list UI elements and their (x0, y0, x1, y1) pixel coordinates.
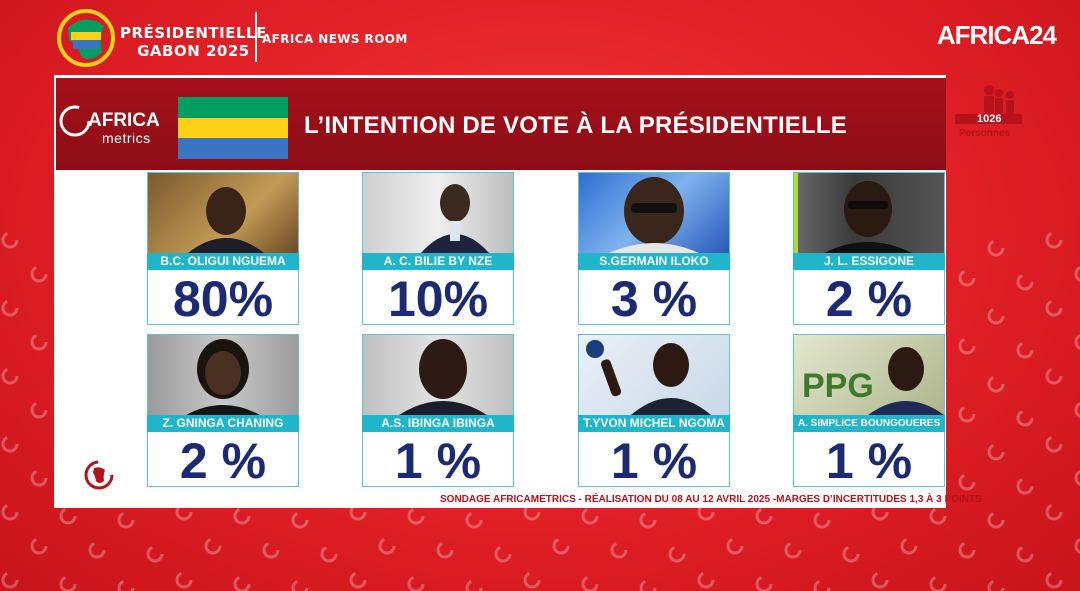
percentage-box (578, 432, 730, 487)
percentage-box (362, 432, 514, 487)
candidate-photo (147, 334, 299, 415)
candidate-name: A. C. BILIE BY NZE (362, 253, 514, 270)
percentage-box (578, 270, 730, 325)
candidate-photo: PPG (793, 334, 945, 415)
candidate-card: J. L. ESSIGONE 2 % (793, 172, 945, 327)
poll-footnote: SONDAGE AFRICAMETRICS - RÉALISATION DU 0… (440, 494, 982, 505)
candidate-name: A.S. IBINGA IBINGA (362, 415, 514, 432)
gabon-2025-logo (57, 9, 115, 67)
candidate-percentage: 1 % (825, 433, 913, 489)
candidate-card: B.C. OLIGUI NGUEMA 80% (147, 172, 299, 327)
candidate-percentage: 2 % (179, 433, 267, 489)
portrait-image (399, 339, 487, 415)
candidate-card: T.YVON MICHEL NGOMA 1 % (578, 334, 730, 489)
candidate-card: PPG A. SIMPLICE BOUNGOUERES 1 % (793, 334, 945, 489)
brand-top: AFRICA (88, 110, 160, 131)
candidate-card: Z. GNINGA CHANING 2 % (147, 334, 299, 489)
candidate-name: J. L. ESSIGONE (793, 253, 945, 270)
africametrics-ring-icon (59, 105, 91, 137)
portrait-image (586, 340, 711, 415)
percentage-box (147, 270, 299, 325)
candidate-percentage: 2 % (825, 271, 913, 327)
event-title: PRÉSIDENTIELLE GABON 2025 (120, 24, 267, 60)
percentage-box (793, 432, 945, 487)
channel-name: AFRICA (936, 20, 1030, 50)
candidate-photo (793, 172, 945, 253)
portrait-image (188, 187, 264, 253)
candidate-card: A.S. IBINGA IBINGA 1 % (362, 334, 514, 489)
sample-label: Personnes (959, 128, 1011, 139)
candidate-name: S.GERMAIN ILOKO (578, 253, 730, 270)
gabon-flag (178, 97, 288, 159)
percentage-box (362, 270, 514, 325)
candidate-percentage: 1 % (610, 433, 698, 489)
candidate-photo (578, 334, 730, 415)
brand-bottom: metrics (102, 130, 151, 146)
portrait-image (421, 184, 489, 253)
candidate-photo (147, 172, 299, 253)
candidate-photo (362, 172, 514, 253)
candidate-percentage: 3 % (610, 271, 698, 327)
portrait-image (186, 339, 260, 415)
candidate-percentage: 1 % (394, 433, 482, 489)
percentage-box (147, 432, 299, 487)
africametrics-logo: AFRICA metrics (58, 102, 173, 148)
portrait-image (609, 177, 699, 253)
candidate-card: S.GERMAIN ILOKO 3 % (578, 172, 730, 327)
svg-text:PPG: PPG (802, 367, 874, 405)
people-icon (955, 85, 1022, 124)
event-title-line2: GABON 2025 (137, 42, 250, 60)
candidate-name: A. SIMPLICE BOUNGOUERES (793, 415, 945, 432)
header-divider (255, 12, 257, 62)
panel-headline: L’INTENTION DE VOTE À LA PRÉSIDENTIELLE (304, 112, 847, 139)
candidate-percentage: 80% (172, 271, 274, 327)
portrait-image: PPG (802, 347, 944, 415)
program-title: AFRICA NEWS ROOM (262, 32, 408, 46)
sample-size-badge: 1026 Personnes (955, 84, 1022, 142)
candidate-name: T.YVON MICHEL NGOMA (578, 415, 730, 432)
africametrics-watermark-icon (84, 460, 114, 490)
candidate-percentage: 10% (387, 271, 489, 327)
sample-count: 1026 (977, 113, 1002, 125)
candidate-photo (362, 334, 514, 415)
candidate-name: B.C. OLIGUI NGUEMA (147, 253, 299, 270)
event-title-line1: PRÉSIDENTIELLE (120, 24, 267, 42)
percentage-box (793, 270, 945, 325)
candidate-card: A. C. BILIE BY NZE 10% (362, 172, 514, 327)
candidate-name: Z. GNINGA CHANING (147, 415, 299, 432)
channel-logo: AFRICA24 (936, 20, 1057, 51)
portrait-image (794, 173, 912, 253)
candidate-photo (578, 172, 730, 253)
channel-suffix: 24 (1029, 20, 1057, 50)
